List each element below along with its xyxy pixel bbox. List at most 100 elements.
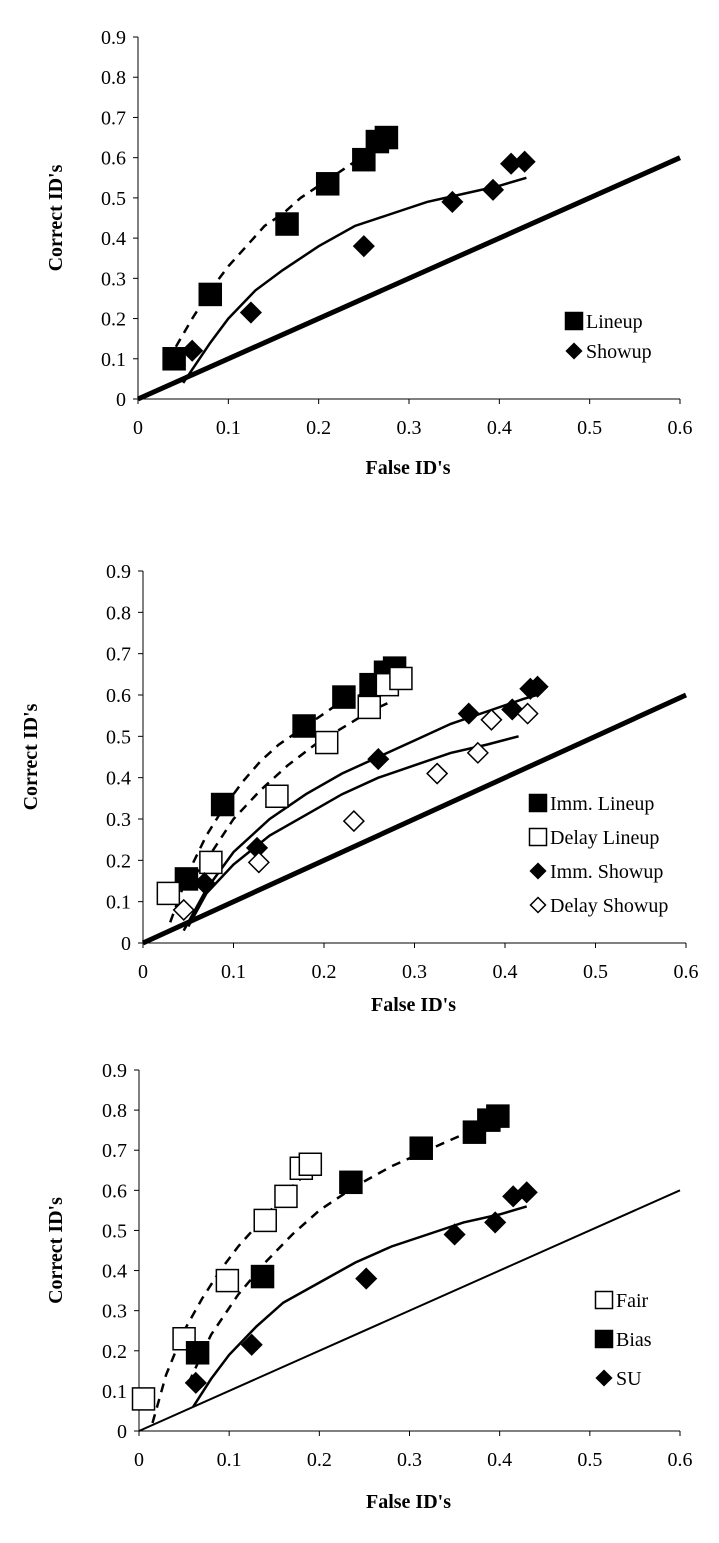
chart-2-legend-label: Delay Showup bbox=[550, 895, 668, 917]
chart-2-x-tick-label: 0.6 bbox=[674, 961, 699, 983]
chart-2-point bbox=[265, 784, 289, 809]
chart-3-fit-curve bbox=[192, 1205, 528, 1408]
chart-3-y-tick-label: 0.6 bbox=[102, 1180, 127, 1202]
chart-3-legend-marker bbox=[594, 1290, 614, 1310]
chart-2-y-tick-label: 0.2 bbox=[106, 850, 131, 872]
chart-1-x-tick-label: 0 bbox=[133, 417, 143, 439]
chart-2-point bbox=[199, 850, 223, 875]
chart-2-svg: 0 0.1 0.2 0.3 0.4 0.5 0.6 0.7 0.8 0.9 0 0.1 0.2 0.3 0.… bbox=[20, 561, 699, 1016]
chart-1-point bbox=[162, 347, 186, 371]
chart-1-point bbox=[374, 125, 399, 150]
chart-2-point bbox=[426, 762, 449, 785]
chart-2-legend-marker bbox=[528, 827, 548, 847]
chart-3-x-axis-title: False ID's bbox=[366, 1491, 451, 1513]
chart-2-point bbox=[357, 695, 381, 720]
chart-1-y-tick-label: 0.4 bbox=[101, 228, 126, 250]
chart-2-y-tick-label: 0.6 bbox=[106, 685, 131, 707]
chart-2-fit-curve bbox=[182, 693, 538, 932]
chart-2-point bbox=[516, 702, 539, 725]
chart-1-y-tick-label: 0.3 bbox=[101, 268, 126, 290]
chart-3-y-tick-label: 0.1 bbox=[102, 1381, 127, 1403]
chart-2-x-tick-label: 0.4 bbox=[493, 961, 518, 983]
chart-3-point bbox=[185, 1341, 210, 1365]
chart-panel-1: 0 0.1 0.2 0.3 0.4 0.5 0.6 0.7 0.8 0.9 0 0.1 0.2 0.3 0.… bbox=[0, 0, 719, 510]
chart-2-point bbox=[156, 881, 181, 906]
chart-3-x-tick-label: 0.6 bbox=[668, 1449, 693, 1471]
chart-2-point bbox=[292, 714, 316, 738]
chart-1-legend-label: Showup bbox=[586, 341, 652, 363]
chart-3-legend-label: Fair bbox=[616, 1290, 649, 1312]
chart-1-point bbox=[352, 235, 375, 258]
chart-2-point bbox=[210, 792, 235, 817]
chart-3-point bbox=[274, 1184, 298, 1209]
chart-1-x-tick-label: 0.3 bbox=[397, 417, 422, 439]
chart-3-reference-line bbox=[138, 1189, 681, 1432]
chart-2-point bbox=[332, 685, 356, 709]
chart-2-y-tick-label: 0.9 bbox=[106, 561, 131, 583]
chart-2-point bbox=[247, 851, 270, 874]
chart-1-x-tick-label: 0.1 bbox=[216, 417, 241, 439]
chart-2-y-tick-label: 0.5 bbox=[106, 726, 131, 748]
chart-1-point bbox=[352, 147, 376, 172]
chart-3-y-tick-label: 0.3 bbox=[102, 1301, 127, 1323]
chart-2-x-tick-label: 0.5 bbox=[583, 961, 608, 983]
chart-2-y-tick-label: 0.3 bbox=[106, 809, 131, 831]
chart-3-point bbox=[131, 1387, 156, 1411]
chart-2-point bbox=[314, 730, 339, 755]
chart-1-point bbox=[181, 339, 204, 362]
chart-2-reference-line bbox=[141, 692, 688, 946]
chart-3-y-tick-label: 0.7 bbox=[102, 1140, 127, 1162]
chart-1-reference-line bbox=[136, 155, 682, 402]
chart-panel-3: 0 0.1 0.2 0.3 0.4 0.5 0.6 0.7 0.8 0.9 0 0.1 0.2 0.3 0.… bbox=[0, 1024, 719, 1543]
chart-1-y-tick-label: 0.7 bbox=[101, 107, 126, 129]
chart-2-x-tick-label: 0 bbox=[138, 961, 148, 983]
chart-panel-2: 0 0.1 0.2 0.3 0.4 0.5 0.6 0.7 0.8 0.9 0 0.1 0.2 0.3 0.… bbox=[0, 516, 719, 1026]
chart-2-legend-label: Delay Lineup bbox=[550, 827, 659, 849]
chart-2-point bbox=[193, 872, 216, 895]
chart-2-x-axis-title: False ID's bbox=[371, 994, 456, 1016]
chart-2-point bbox=[342, 810, 365, 833]
chart-2-legend-marker bbox=[528, 793, 548, 813]
chart-3-y-axis-title: Correct ID's bbox=[45, 1197, 67, 1304]
chart-3-point bbox=[250, 1264, 275, 1289]
chart-3-point bbox=[240, 1333, 263, 1356]
chart-2-legend-label: Imm. Lineup bbox=[550, 793, 654, 815]
chart-2-y-tick-label: 0 bbox=[121, 933, 131, 955]
chart-1-point bbox=[513, 150, 536, 173]
chart-3-x-tick-label: 0.3 bbox=[397, 1449, 422, 1471]
chart-3-point bbox=[486, 1104, 510, 1128]
chart-2-x-tick-label: 0.2 bbox=[312, 961, 337, 983]
chart-3-point bbox=[253, 1208, 277, 1233]
chart-1-svg: 0 0.1 0.2 0.3 0.4 0.5 0.6 0.7 0.8 0.9 0 0.1 0.2 0.3 0.… bbox=[45, 27, 693, 479]
chart-3-point bbox=[215, 1268, 240, 1293]
chart-1-legend-marker bbox=[564, 311, 584, 331]
chart-1-legend-marker bbox=[565, 342, 583, 360]
chart-1-x-tick-label: 0.2 bbox=[306, 417, 331, 439]
chart-2-point bbox=[367, 748, 390, 771]
chart-1-x-tick-label: 0.4 bbox=[487, 417, 512, 439]
chart-1-point bbox=[198, 282, 223, 307]
chart-3-point bbox=[339, 1170, 363, 1195]
chart-3-y-tick-label: 0.8 bbox=[102, 1100, 127, 1122]
chart-1-point bbox=[275, 212, 299, 236]
chart-1-point bbox=[239, 301, 262, 324]
chart-3-y-tick-label: 0.5 bbox=[102, 1220, 127, 1242]
chart-2-point bbox=[457, 702, 480, 725]
chart-3-x-tick-label: 0.5 bbox=[577, 1449, 602, 1471]
chart-3-x-tick-label: 0.1 bbox=[217, 1449, 242, 1471]
chart-3-y-tick-label: 0.9 bbox=[102, 1060, 127, 1082]
chart-2-y-tick-label: 0.7 bbox=[106, 644, 131, 666]
chart-2-y-tick-label: 0.1 bbox=[106, 892, 131, 914]
chart-3-point bbox=[484, 1211, 507, 1234]
chart-2-point bbox=[466, 741, 489, 764]
chart-2-y-axis-title: Correct ID's bbox=[20, 703, 42, 810]
chart-1-y-tick-label: 0.5 bbox=[101, 188, 126, 210]
chart-3-y-tick-label: 0.2 bbox=[102, 1341, 127, 1363]
chart-1-y-tick-label: 0.6 bbox=[101, 148, 126, 170]
chart-3-legend-marker bbox=[595, 1369, 613, 1387]
chart-2-x-tick-label: 0.1 bbox=[221, 961, 246, 983]
chart-1-point bbox=[481, 178, 505, 201]
chart-2-y-tick-label: 0.4 bbox=[106, 768, 131, 790]
chart-2-point bbox=[389, 666, 413, 691]
chart-1-y-tick-label: 0.9 bbox=[101, 27, 126, 49]
